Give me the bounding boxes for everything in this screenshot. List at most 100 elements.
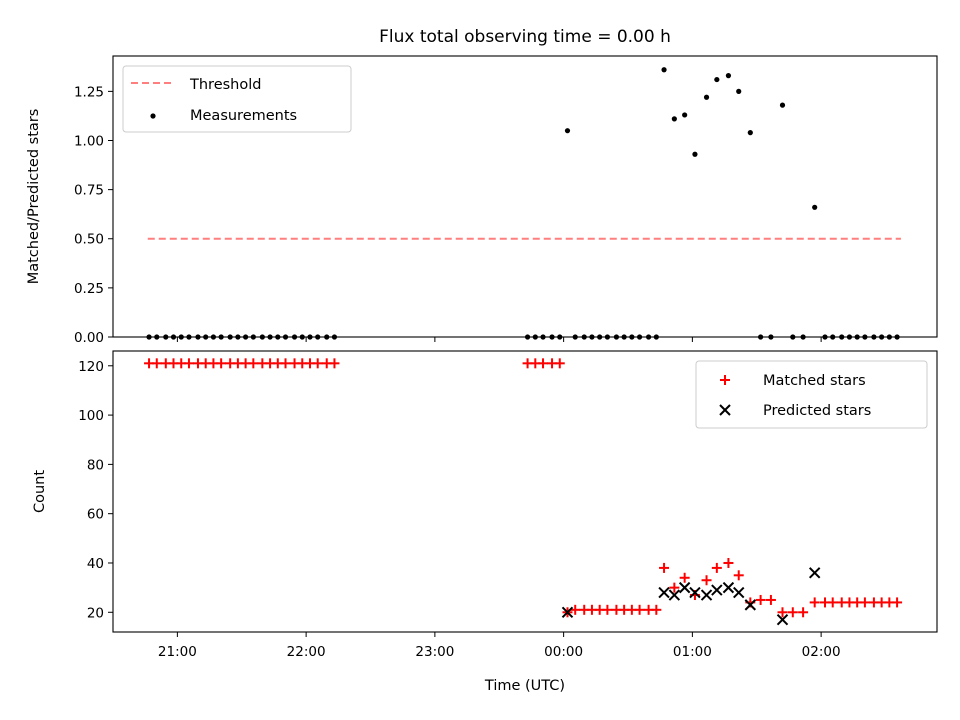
top-y-tick-label: 0.00 — [74, 330, 104, 346]
predicted-legend-swatch — [719, 404, 731, 416]
matched-star-point — [777, 607, 788, 618]
matched-star-point — [602, 604, 613, 615]
matched-star-point — [701, 575, 712, 586]
cross-b — [808, 567, 821, 579]
predicted-star-point — [733, 586, 745, 599]
threshold-legend-label: Threshold — [189, 77, 261, 93]
matched-star-point — [280, 358, 291, 369]
matched-star-point — [248, 358, 259, 369]
cross-b — [722, 581, 735, 594]
measurement-point — [736, 88, 742, 94]
measurement-point — [812, 204, 818, 210]
matched-legend-label: Matched stars — [763, 373, 866, 389]
predicted-star-point — [668, 589, 681, 601]
x-tick-label: 00:00 — [544, 644, 583, 660]
top-panel: 0.00 0.25 0.50 0.75 1.00 1.25 Matched/Predict… — [26, 55, 938, 346]
bottom-axes-frame — [112, 350, 938, 633]
cross-b — [719, 404, 731, 416]
cross-b — [689, 586, 701, 599]
matched-star-point — [659, 562, 670, 573]
matched-star-point — [651, 604, 662, 615]
predicted-star-point — [689, 586, 701, 599]
top-legend-box — [122, 65, 352, 133]
matched-star-point — [723, 557, 734, 568]
predicted-star-point — [700, 589, 713, 601]
matched-star-point — [151, 358, 162, 369]
measurement-point — [671, 116, 677, 122]
matched-star-point — [554, 358, 565, 369]
matched-legend-swatch — [720, 375, 730, 385]
predicted-star-point — [744, 599, 757, 611]
matched-star-point — [711, 562, 722, 573]
top-y-ticks: 0.00 0.25 0.50 0.75 1.00 1.25 — [74, 84, 113, 346]
matched-star-point — [787, 607, 798, 618]
cross-b — [668, 589, 681, 601]
measurement-point — [564, 128, 571, 134]
cross-b — [776, 613, 789, 626]
matched-star-point — [827, 597, 838, 608]
matched-star-point — [183, 358, 194, 369]
predicted-star-point — [776, 613, 789, 626]
top-y-axis-label: Matched/Predicted stars — [26, 109, 42, 285]
bottom-y-axis-label: Count — [32, 470, 48, 513]
matched-star-point — [798, 607, 809, 618]
x-tick-label: 02:00 — [802, 644, 841, 660]
predicted-star-point — [808, 567, 821, 579]
matched-star-point — [733, 570, 744, 581]
x-axis-label: Time (UTC) — [484, 678, 565, 694]
cross-b — [733, 586, 745, 599]
measurement-point — [682, 112, 688, 118]
predicted-legend-label: Predicted stars — [763, 403, 871, 419]
bottom-y-tick-label: 60 — [87, 507, 104, 523]
chart-title: Flux total observing time = 0.00 h — [379, 27, 671, 47]
bottom-panel: 21:00 22:00 23:00 00:00 01:00 02:00 20 40 60 80 1… — [32, 350, 938, 660]
matched-star-point — [634, 604, 645, 615]
matched-star-point — [809, 597, 820, 608]
measurement-point — [714, 76, 720, 83]
cross-b — [561, 606, 574, 618]
matched-star-point — [669, 582, 680, 593]
cross-b — [658, 586, 670, 599]
bottom-y-ticks: 20 40 60 80 100 120 — [78, 359, 113, 621]
bottom-y-tick-label: 40 — [87, 556, 104, 572]
measurement-point — [703, 94, 710, 100]
measurement-point — [661, 67, 667, 73]
bottom-y-tick-label: 20 — [87, 605, 104, 621]
x-tick-label: 22:00 — [287, 644, 326, 660]
measurement-point — [779, 102, 786, 108]
cross-b — [744, 599, 757, 611]
measurements-legend-swatch — [150, 113, 156, 119]
top-y-tick-label: 0.25 — [74, 281, 104, 297]
x-tick-label: 01:00 — [673, 644, 712, 660]
bottom-x-ticks: 21:00 22:00 23:00 00:00 01:00 02:00 — [158, 632, 841, 660]
bottom-y-tick-label: 100 — [78, 408, 104, 424]
measurements-legend-label: Measurements — [190, 108, 297, 124]
measurement-point — [692, 151, 698, 157]
predicted-star-point — [658, 586, 670, 599]
matched-star-point — [892, 597, 903, 608]
predicted-star-point — [678, 581, 691, 594]
matched-star-point — [216, 358, 227, 369]
cross-b — [711, 584, 723, 596]
matched-star-point — [329, 358, 340, 369]
matched-star-point — [755, 594, 766, 605]
measurement-point — [747, 130, 753, 136]
top-axes-frame — [112, 55, 938, 338]
predicted-star-point — [722, 581, 735, 594]
predicted-star-point — [711, 584, 723, 596]
bottom-y-tick-label: 80 — [87, 457, 104, 473]
matched-star-point — [859, 597, 870, 608]
top-y-tick-label: 0.75 — [74, 183, 104, 199]
x-tick-label: 23:00 — [415, 644, 454, 660]
bottom-plot-area — [144, 358, 903, 626]
matched-star-point — [679, 572, 690, 583]
top-x-ticks — [176, 337, 822, 342]
predicted-star-point — [561, 606, 574, 618]
top-legend: Threshold Measurements — [122, 65, 352, 133]
matched-star-point — [538, 358, 549, 369]
matched-star-point — [765, 594, 776, 605]
top-y-tick-label: 1.25 — [74, 84, 104, 100]
x-tick-label: 21:00 — [158, 644, 197, 660]
matched-star-point — [312, 358, 323, 369]
